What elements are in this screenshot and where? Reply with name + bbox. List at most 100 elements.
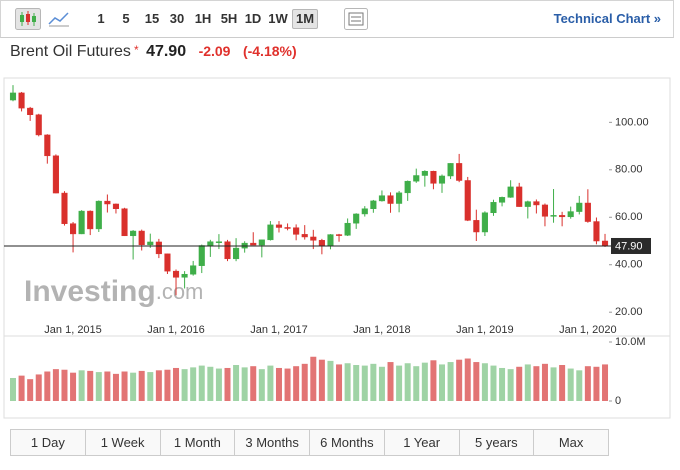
- volume-bar: [215, 368, 222, 401]
- candle-body: [198, 245, 205, 266]
- candle-body: [121, 208, 128, 237]
- candle-body: [52, 155, 59, 194]
- volume-bar: [473, 362, 480, 401]
- candle-body: [584, 202, 591, 222]
- volume-bar: [138, 370, 145, 401]
- range-button[interactable]: 3 Months: [235, 430, 310, 455]
- candle-body: [215, 241, 222, 243]
- candle-body: [396, 192, 403, 204]
- line-icon[interactable]: [47, 9, 71, 29]
- range-button[interactable]: 1 Year: [384, 430, 460, 455]
- volume-bar: [241, 367, 248, 401]
- interval-button[interactable]: 1: [97, 11, 105, 26]
- candle-body: [207, 241, 214, 246]
- candle-body: [464, 180, 471, 221]
- candle-body: [250, 242, 257, 246]
- volume-bar: [602, 364, 609, 401]
- interval-button[interactable]: 1W: [268, 11, 288, 26]
- candle-body: [104, 200, 111, 205]
- interval-button[interactable]: 1D: [244, 11, 262, 26]
- volume-bar: [327, 360, 334, 401]
- volume-bar: [499, 367, 506, 401]
- technical-chart-link[interactable]: Technical Chart »: [553, 11, 661, 26]
- volume-bar: [250, 366, 257, 401]
- volume-bar: [430, 360, 437, 401]
- candle-body: [155, 241, 162, 255]
- candle-body: [335, 234, 343, 236]
- candle-body: [293, 227, 300, 235]
- candle-body: [224, 241, 231, 260]
- price-change-percent: (-4.18%): [242, 43, 297, 59]
- volume-bar: [207, 366, 214, 401]
- candle-body: [138, 230, 145, 246]
- candle-body: [318, 240, 325, 247]
- candle-body: [284, 227, 291, 229]
- candle-body: [507, 186, 514, 198]
- volume-bar: [44, 371, 51, 401]
- x-tick-label: Jan 1, 2016: [147, 324, 205, 336]
- candle-body: [370, 200, 377, 209]
- candle-body: [447, 163, 454, 177]
- range-button[interactable]: Max: [534, 430, 608, 455]
- candle-body: [18, 92, 25, 109]
- volume-bar: [155, 370, 162, 401]
- volume-bar: [121, 371, 128, 401]
- candle-body: [353, 213, 360, 224]
- candle-body: [61, 192, 68, 224]
- candle-body: [576, 202, 583, 212]
- interval-button[interactable]: 5H: [220, 11, 238, 26]
- candle-body: [481, 212, 488, 233]
- instrument-header: Brent Oil Futures * 47.90 -2.09 (-4.18%): [10, 43, 297, 61]
- volume-bar: [490, 365, 497, 401]
- volume-bar: [267, 365, 274, 401]
- candle-body: [404, 180, 411, 194]
- candle-body: [327, 234, 334, 247]
- last-price-box: [611, 237, 651, 254]
- price-change: -2.09: [198, 43, 231, 59]
- interval-button[interactable]: 5: [122, 11, 130, 26]
- interval-button[interactable]: 1M: [292, 9, 318, 29]
- candle-body: [550, 215, 557, 217]
- volume-bar: [130, 372, 137, 401]
- range-button[interactable]: 1 Month: [160, 430, 236, 455]
- watermark-suffix: .com: [156, 279, 204, 304]
- range-button[interactable]: 6 Months: [310, 430, 385, 455]
- candle-body: [190, 265, 197, 275]
- volume-bar: [481, 363, 488, 401]
- volume-bar: [439, 364, 445, 401]
- candle-body: [301, 234, 308, 238]
- y-tick-label: 40.00: [615, 259, 643, 271]
- volume-bar: [378, 366, 385, 401]
- interval-button[interactable]: 30: [169, 11, 185, 26]
- range-button[interactable]: 5 years: [459, 430, 535, 455]
- range-button[interactable]: 1 Week: [85, 430, 161, 455]
- candle-body: [78, 210, 85, 235]
- candle-body: [267, 224, 274, 241]
- volume-tick-label: 0: [615, 395, 621, 407]
- volume-bar: [567, 368, 574, 401]
- range-button[interactable]: 1 Day: [11, 430, 86, 455]
- candle-body: [499, 197, 506, 203]
- volume-bar: [550, 367, 557, 401]
- candle-body: [516, 186, 523, 207]
- volume-bar: [507, 369, 514, 401]
- interval-button[interactable]: 15: [144, 11, 160, 26]
- last-price: 47.90: [146, 43, 187, 60]
- volume-bar: [70, 372, 77, 401]
- volume-bar: [301, 363, 308, 401]
- y-tick-label: 20.00: [615, 306, 643, 318]
- volume-bar: [447, 362, 454, 401]
- x-tick-label: Jan 1, 2019: [456, 324, 514, 336]
- candle-icon[interactable]: [15, 8, 41, 30]
- indicator-icon[interactable]: [344, 8, 368, 30]
- volume-bar: [190, 367, 197, 401]
- volume-bar: [353, 365, 360, 401]
- volume-bar: [370, 363, 377, 401]
- volume-bar: [198, 365, 205, 401]
- volume-bar: [396, 365, 403, 401]
- volume-bar: [181, 369, 188, 401]
- volume-bar: [464, 358, 471, 401]
- instrument-name: Brent Oil Futures: [10, 43, 131, 60]
- candle-body: [430, 170, 437, 184]
- interval-button[interactable]: 1H: [194, 11, 212, 26]
